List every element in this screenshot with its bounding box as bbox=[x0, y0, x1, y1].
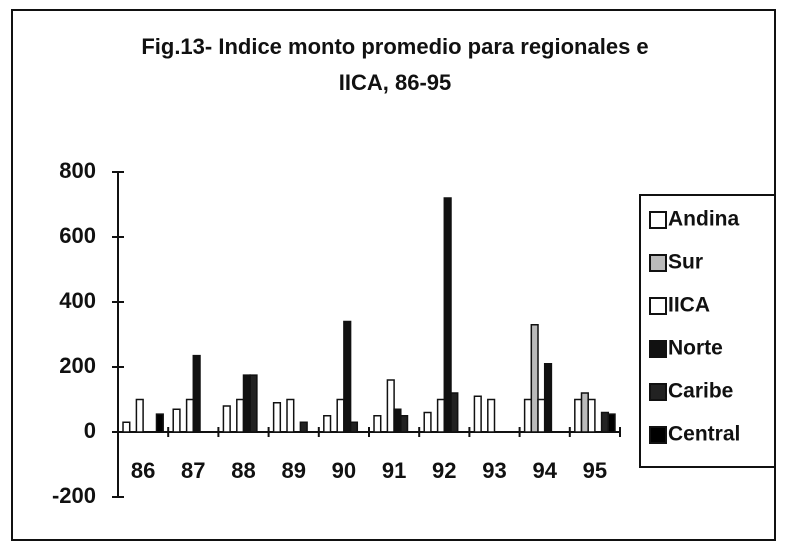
bar bbox=[450, 392, 459, 433]
bar bbox=[386, 379, 395, 433]
legend-swatch bbox=[649, 297, 667, 315]
chart-title: Fig.13- Indice monto promedio para regio… bbox=[141, 34, 648, 59]
bar bbox=[487, 398, 496, 433]
bar bbox=[155, 413, 164, 433]
bar bbox=[543, 363, 553, 433]
x-tick-label: 91 bbox=[382, 458, 406, 483]
bar bbox=[299, 421, 308, 433]
bar bbox=[185, 398, 195, 433]
bar bbox=[172, 408, 181, 433]
bar bbox=[393, 408, 402, 433]
bar bbox=[436, 398, 446, 433]
legend-label: Central bbox=[668, 423, 740, 446]
bar bbox=[236, 398, 245, 433]
x-tick-label: 90 bbox=[332, 458, 356, 483]
y-tick-label: 600 bbox=[59, 223, 96, 248]
bar bbox=[400, 415, 409, 433]
bar bbox=[473, 395, 482, 433]
bar bbox=[272, 402, 282, 433]
legend-label: Andina bbox=[668, 208, 739, 231]
y-tick-label: -200 bbox=[52, 483, 96, 508]
legend-swatch bbox=[649, 211, 667, 229]
bar bbox=[286, 398, 295, 433]
bar bbox=[373, 415, 382, 433]
bar bbox=[574, 398, 583, 433]
bar bbox=[336, 398, 345, 433]
bar bbox=[600, 411, 610, 433]
legend-swatch bbox=[649, 383, 667, 401]
bar bbox=[443, 197, 452, 433]
legend-swatch bbox=[649, 254, 667, 272]
chart-title: IICA, 86-95 bbox=[339, 70, 452, 95]
x-tick-label: 94 bbox=[532, 458, 557, 483]
bar bbox=[222, 405, 231, 433]
bar bbox=[135, 398, 144, 433]
x-tick-label: 89 bbox=[281, 458, 305, 483]
bar bbox=[323, 415, 332, 433]
x-tick-label: 87 bbox=[181, 458, 205, 483]
y-tick-label: 0 bbox=[84, 418, 96, 443]
legend-swatch bbox=[649, 340, 667, 358]
bar bbox=[423, 411, 432, 433]
y-tick-label: 200 bbox=[59, 353, 96, 378]
legend-label: Caribe bbox=[668, 380, 733, 403]
legend-label: Sur bbox=[668, 251, 703, 274]
x-tick-label: 92 bbox=[432, 458, 456, 483]
bar bbox=[349, 421, 359, 433]
bar bbox=[530, 324, 539, 433]
legend-label: IICA bbox=[668, 294, 710, 317]
bar bbox=[523, 398, 533, 433]
bar bbox=[607, 413, 616, 433]
bar bbox=[192, 354, 201, 433]
bar bbox=[580, 392, 589, 433]
bar bbox=[343, 320, 352, 433]
bar bbox=[587, 398, 596, 433]
legend-swatch bbox=[649, 426, 667, 444]
x-tick-label: 86 bbox=[131, 458, 155, 483]
y-tick-label: 800 bbox=[59, 158, 96, 183]
y-tick-label: 400 bbox=[59, 288, 96, 313]
bar bbox=[242, 374, 251, 433]
x-tick-label: 88 bbox=[231, 458, 255, 483]
bar bbox=[537, 398, 546, 433]
bar bbox=[249, 374, 258, 433]
x-tick-label: 95 bbox=[583, 458, 607, 483]
x-tick-label: 93 bbox=[482, 458, 506, 483]
bar bbox=[122, 421, 131, 433]
legend-label: Norte bbox=[668, 337, 723, 360]
legend-box bbox=[639, 194, 776, 468]
